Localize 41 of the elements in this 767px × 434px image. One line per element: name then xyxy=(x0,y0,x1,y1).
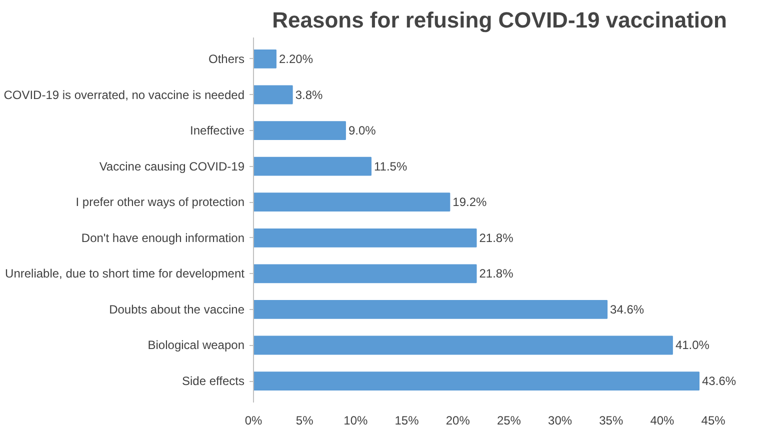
bar xyxy=(254,156,372,176)
bar xyxy=(254,50,276,68)
x-tick-label: 35% xyxy=(599,414,624,428)
x-tick-label: 15% xyxy=(394,414,420,428)
data-label: 21.8% xyxy=(479,230,514,245)
data-label: 43.6% xyxy=(702,374,736,388)
x-tick-label: 30% xyxy=(548,414,572,428)
data-label: 11.5% xyxy=(374,159,408,174)
bar xyxy=(254,192,450,212)
x-tick-label: 10% xyxy=(344,414,368,428)
y-tick-label: Vaccine causing COVID-19 xyxy=(99,159,245,174)
data-label: 34.6% xyxy=(610,302,644,316)
y-tick-label: Others xyxy=(208,52,245,66)
y-tick-label: Side effects xyxy=(182,374,244,388)
x-tick-label: 25% xyxy=(496,414,522,428)
data-label: 41.0% xyxy=(675,338,710,352)
x-tick-label: 0% xyxy=(244,414,262,428)
x-tick-label: 45% xyxy=(701,414,726,428)
y-tick-label: COVID-19 is overrated, no vaccine is needed xyxy=(4,88,245,102)
data-label: 3.8% xyxy=(295,88,324,102)
y-tick-label: Ineffective xyxy=(190,124,245,138)
y-tick-label: Unreliable, due to short time for development xyxy=(5,266,246,281)
bar xyxy=(254,300,608,319)
x-tick-label: 40% xyxy=(650,414,675,428)
bar xyxy=(254,264,477,284)
bar xyxy=(254,228,477,248)
chart-title: Reasons for refusing COVID-19 vaccination xyxy=(272,8,727,32)
data-label: 2.20% xyxy=(278,52,314,66)
x-tick-label: 20% xyxy=(446,414,470,428)
bar xyxy=(254,85,293,104)
bar xyxy=(254,372,700,390)
bar xyxy=(254,336,673,355)
y-tick-label: I prefer other ways of protection xyxy=(76,195,244,210)
y-tick-label: Don't have enough information xyxy=(81,230,245,245)
data-label: 21.8% xyxy=(479,266,514,281)
x-tick-label: 5% xyxy=(296,414,314,428)
bar xyxy=(254,121,346,140)
y-tick-label: Doubts about the vaccine xyxy=(109,302,245,316)
y-tick-label: Biological weapon xyxy=(148,338,244,352)
data-label: 9.0% xyxy=(348,124,376,138)
data-label: 19.2% xyxy=(452,195,488,210)
